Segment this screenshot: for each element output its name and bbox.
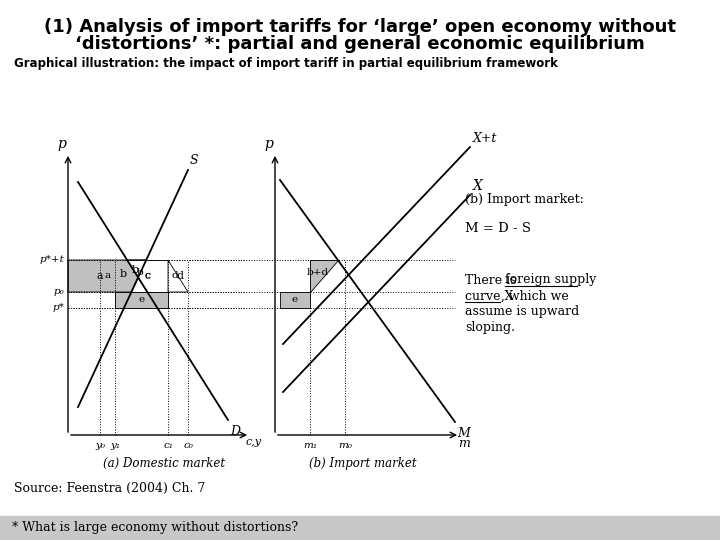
Polygon shape [127, 260, 168, 292]
Text: p: p [264, 137, 274, 151]
Text: Graphical illustration: the impact of import tariff in partial equilibrium frame: Graphical illustration: the impact of im… [14, 57, 558, 71]
Polygon shape [168, 260, 188, 292]
Text: a: a [104, 272, 110, 280]
Text: p₀: p₀ [53, 287, 64, 296]
Text: e: e [292, 295, 298, 305]
Text: y₀: y₀ [95, 441, 105, 450]
Text: p*+t: p*+t [40, 255, 64, 265]
Text: y₁: y₁ [110, 441, 120, 450]
Bar [280, 292, 310, 308]
Text: p*: p* [52, 303, 64, 313]
Text: (a) Domestic market: (a) Domestic market [103, 456, 225, 469]
Bar [0, 516, 720, 540]
Text: m₁: m₁ [303, 441, 317, 450]
Text: X: X [473, 179, 483, 193]
Text: (b) Import market: (b) Import market [309, 456, 416, 469]
Text: c,y: c,y [246, 437, 262, 447]
Text: S: S [190, 154, 199, 167]
Text: curve X: curve X [465, 289, 513, 302]
Text: M = D - S: M = D - S [465, 221, 531, 234]
Text: p: p [58, 137, 66, 151]
Text: d: d [176, 271, 184, 281]
Text: b+d: b+d [307, 268, 329, 277]
Text: c₁: c₁ [163, 441, 173, 450]
Bar [115, 292, 168, 308]
Text: d: d [172, 272, 179, 280]
Text: assume is upward: assume is upward [465, 306, 580, 319]
Text: (1) Analysis of import tariffs for ‘large’ open economy without: (1) Analysis of import tariffs for ‘larg… [44, 18, 676, 36]
Text: X+t: X+t [473, 132, 498, 145]
Text: sloping.: sloping. [465, 321, 515, 334]
Text: b: b [136, 268, 143, 278]
Text: m₀: m₀ [338, 441, 352, 450]
Text: m: m [458, 437, 470, 450]
Polygon shape [310, 260, 338, 292]
Text: ‘distortions’ *: partial and general economic equilibrium: ‘distortions’ *: partial and general eco… [75, 35, 645, 53]
Text: c: c [145, 271, 150, 281]
Text: a: a [96, 271, 103, 281]
Text: (b) Import market:: (b) Import market: [465, 193, 584, 206]
Text: e: e [138, 295, 145, 305]
Text: , which we: , which we [501, 289, 569, 302]
Text: Source: Feenstra (2004) Ch. 7: Source: Feenstra (2004) Ch. 7 [14, 482, 205, 495]
Polygon shape [127, 260, 146, 278]
Text: c₀: c₀ [183, 441, 193, 450]
Text: There is: There is [465, 273, 521, 287]
Text: * What is large economy without distortions?: * What is large economy without distorti… [12, 522, 298, 535]
Text: D: D [230, 425, 240, 438]
Text: c: c [145, 272, 150, 280]
Text: b: b [132, 265, 139, 275]
Polygon shape [68, 260, 146, 292]
Text: M: M [457, 427, 469, 440]
Text: b: b [120, 269, 127, 279]
Text: foreign supply: foreign supply [505, 273, 596, 287]
